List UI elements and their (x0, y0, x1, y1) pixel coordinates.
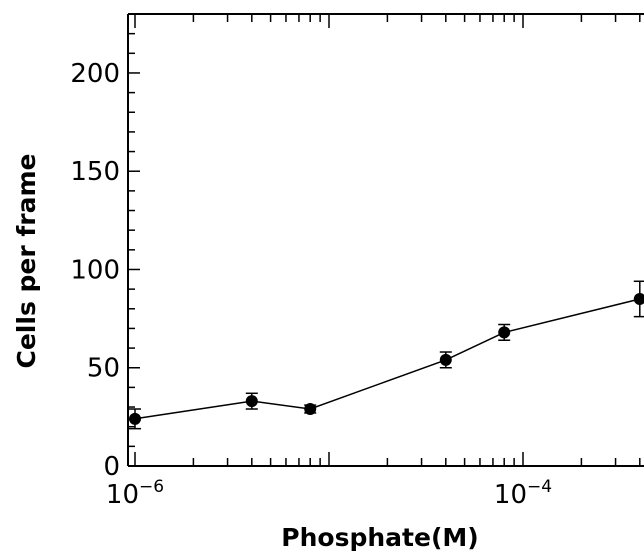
data-point (498, 326, 511, 339)
data-point (245, 395, 258, 408)
data-point (633, 292, 644, 305)
x-axis-label: Phosphate(M) (281, 523, 478, 552)
data-point (129, 412, 141, 425)
series (129, 280, 644, 430)
y-axis-label: Cells per frame (12, 154, 41, 369)
data-point (439, 353, 452, 366)
x-tick-exponent: −6 (139, 477, 164, 497)
axis-ticks (128, 13, 641, 467)
y-tick-label: 50 (87, 354, 120, 384)
y-tick-label: 0 (103, 452, 120, 482)
y-tick-label: 100 (70, 255, 120, 285)
x-tick-exponent: −4 (527, 477, 552, 497)
y-tick-label: 150 (70, 157, 120, 187)
x-tick-base: 10 (106, 480, 139, 510)
plot-frame (127, 13, 644, 467)
x-tick-label: 10−6 (106, 477, 164, 510)
series-line (134, 295, 644, 420)
data-point (304, 403, 317, 416)
y-tick-label: 200 (70, 59, 120, 89)
x-tick-base: 10 (494, 480, 527, 510)
x-tick-label: 10−4 (494, 477, 552, 510)
